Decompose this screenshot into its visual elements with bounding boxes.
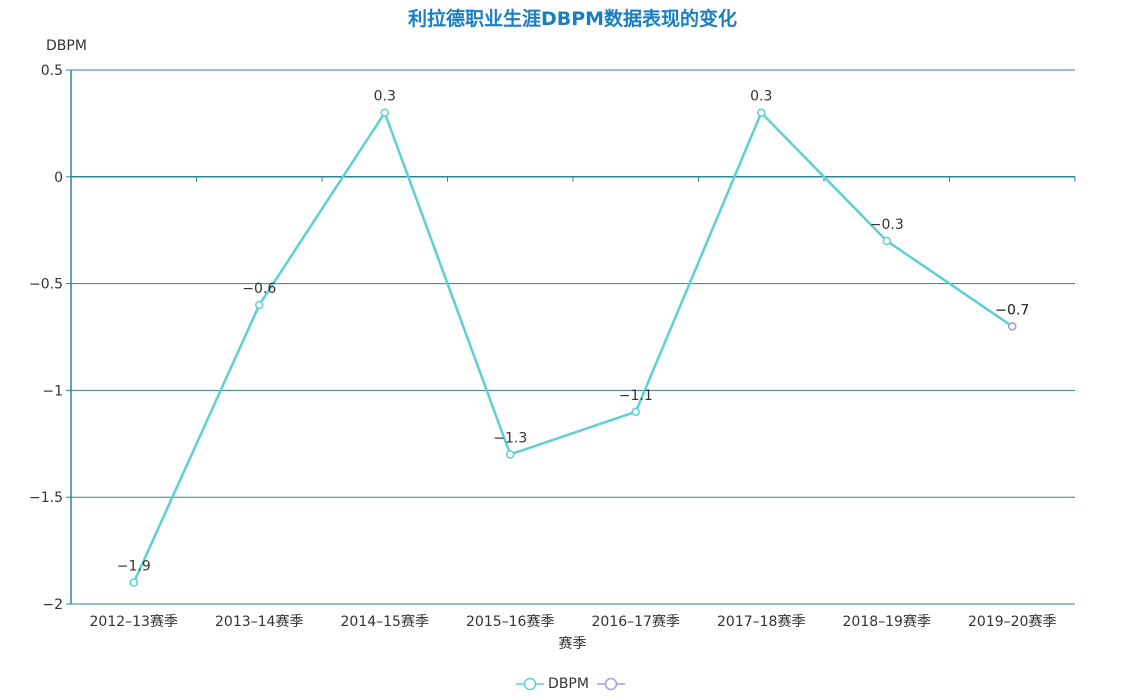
chart-title: 利拉德职业生涯DBPM数据表现的变化 bbox=[407, 8, 738, 30]
data-label: 0.3 bbox=[750, 89, 772, 105]
x-tick-label: 2016–17赛季 bbox=[592, 614, 680, 630]
data-label: −1.1 bbox=[619, 388, 653, 404]
x-tick-label: 2018–19赛季 bbox=[843, 614, 931, 630]
data-point[interactable] bbox=[1008, 322, 1017, 331]
y-tick-label: −1.5 bbox=[29, 490, 63, 506]
legend-marker-icon bbox=[596, 677, 625, 691]
data-point[interactable] bbox=[255, 300, 264, 310]
x-axis-label: 赛季 bbox=[558, 636, 587, 652]
y-axis-label: DBPM bbox=[46, 38, 87, 54]
data-point[interactable] bbox=[129, 578, 138, 587]
x-tick-label: 2017–18赛季 bbox=[717, 614, 805, 630]
x-tick-label: 2014–15赛季 bbox=[341, 614, 429, 630]
data-point[interactable] bbox=[757, 108, 766, 117]
data-label: −0.7 bbox=[995, 302, 1029, 318]
legend-item-series-2[interactable] bbox=[596, 677, 629, 691]
legend: DBPM bbox=[0, 676, 1145, 692]
x-tick-label: 2015–16赛季 bbox=[466, 614, 554, 630]
series-line bbox=[132, 109, 1013, 584]
data-label: −0.3 bbox=[870, 217, 904, 233]
legend-item-dbpm[interactable]: DBPM bbox=[516, 676, 589, 692]
data-label: −1.3 bbox=[493, 430, 527, 446]
x-tick-label: 2019–20赛季 bbox=[968, 614, 1056, 630]
legend-label: DBPM bbox=[548, 676, 589, 692]
data-label: −0.7 bbox=[995, 302, 1029, 318]
x-tick-label: 2013–14赛季 bbox=[215, 614, 303, 630]
y-tick-label: −1 bbox=[42, 383, 63, 399]
legend-marker-icon bbox=[516, 677, 545, 691]
data-point[interactable] bbox=[506, 450, 515, 459]
y-tick-label: 0 bbox=[54, 170, 63, 186]
data-point[interactable] bbox=[882, 236, 891, 246]
x-tick-label: 2012–13赛季 bbox=[90, 614, 178, 630]
y-tick-label: −2 bbox=[42, 597, 63, 613]
data-label: −1.9 bbox=[117, 559, 151, 575]
y-tick-label: 0.5 bbox=[41, 63, 63, 79]
data-label: −0.6 bbox=[242, 281, 276, 297]
data-label: 0.3 bbox=[374, 89, 396, 105]
data-point[interactable] bbox=[380, 108, 389, 117]
y-tick-label: −0.5 bbox=[29, 277, 63, 293]
data-point[interactable] bbox=[631, 407, 640, 417]
